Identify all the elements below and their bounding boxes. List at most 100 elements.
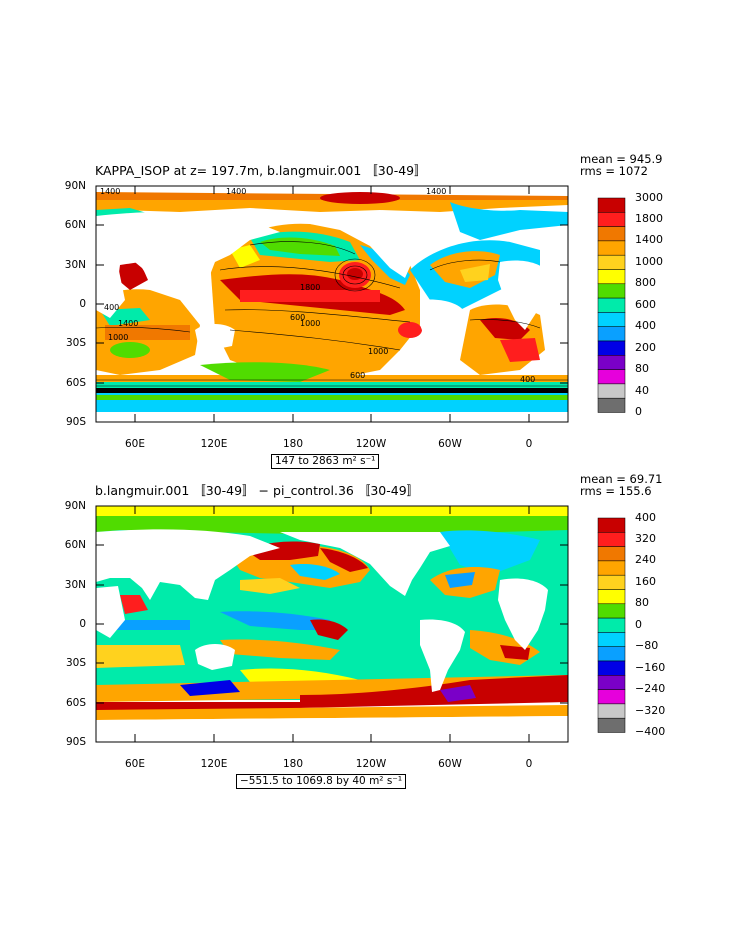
panel-top: KAPPA_ISOP at z= 197.7m, b.langmuir.001 … — [0, 150, 733, 480]
colorbar-label: −400 — [635, 725, 666, 738]
colorbar-swatch — [597, 574, 626, 590]
colorbar-label: 600 — [635, 298, 656, 311]
contour-label: 400 — [104, 303, 119, 312]
lon-label: 180 — [282, 438, 304, 450]
colorbar-swatch — [597, 369, 626, 385]
contour-label: 1000 — [300, 319, 320, 328]
colorbar-label: 1400 — [635, 233, 663, 246]
lat-label: 0 — [79, 618, 86, 630]
colorbar-swatch — [597, 269, 626, 285]
lat-label: 90S — [65, 416, 86, 428]
stats-rms: rms = 1072 — [580, 164, 648, 178]
lon-label: 120W — [355, 758, 387, 770]
colorbar-swatch — [597, 254, 626, 270]
colorbar-label: 400 — [635, 511, 656, 524]
map-plot — [95, 505, 626, 743]
colorbar-swatch — [597, 226, 626, 242]
lat-label: 60N — [64, 219, 86, 231]
lat-label: 0 — [79, 298, 86, 310]
colorbar-swatch — [597, 283, 626, 299]
lat-label: 90S — [65, 736, 86, 748]
colorbar-swatch — [597, 660, 626, 676]
lon-label: 60E — [125, 758, 145, 770]
colorbar-swatch — [597, 297, 626, 313]
lon-label: 0 — [525, 758, 533, 770]
colorbar-swatch — [597, 546, 626, 562]
colorbar-label: 80 — [635, 596, 649, 609]
lon-label: 120W — [355, 438, 387, 450]
colorbar-swatch — [597, 589, 626, 605]
colorbar — [597, 517, 626, 733]
colorbar-swatch — [597, 717, 626, 733]
stats: mean = 945.9 rms = 1072 — [580, 153, 662, 177]
contour-label: 400 — [520, 375, 535, 384]
colorbar-label: 400 — [635, 319, 656, 332]
lat-label: 30N — [64, 259, 86, 271]
contour-label: 1000 — [368, 347, 388, 356]
stats-mean: mean = 945.9 — [580, 152, 663, 166]
panel-title: b.langmuir.001 〚30-49〛 − pi_control.36 〚… — [95, 483, 420, 498]
stats: mean = 69.71 rms = 155.6 — [580, 473, 662, 497]
colorbar-label: 80 — [635, 362, 649, 375]
colorbar-swatch — [597, 212, 626, 227]
lat-label: 30N — [64, 579, 86, 591]
lat-label: 60S — [65, 377, 86, 389]
contour-label: 1400 — [100, 187, 120, 196]
lat-label: 60N — [64, 539, 86, 551]
contour-label: 1400 — [226, 187, 246, 196]
lon-label: 0 — [525, 438, 533, 450]
lat-label: 30S — [65, 657, 86, 669]
contour-label: 1800 — [300, 283, 320, 292]
colorbar-swatch — [597, 603, 626, 619]
stats-rms: rms = 155.6 — [580, 484, 652, 498]
lon-label: 180 — [282, 758, 304, 770]
lat-label: 30S — [65, 337, 86, 349]
axis-ticks — [96, 185, 568, 423]
colorbar-swatch — [597, 532, 626, 547]
colorbar-swatch — [597, 312, 626, 327]
colorbar — [597, 197, 626, 413]
colorbar-swatch — [597, 340, 626, 356]
colorbar-label: 800 — [635, 276, 656, 289]
contour-label-group: 1400 1400 1800 1400 400 1400 1000 1000 6… — [100, 187, 535, 384]
colorbar-swatch — [597, 675, 626, 690]
colorbar-swatch — [597, 197, 626, 213]
colorbar-label: −80 — [635, 639, 659, 652]
colorbar-swatch — [597, 517, 626, 533]
stats-mean: mean = 69.71 — [580, 472, 663, 486]
lon-label: 60W — [438, 438, 462, 450]
colorbar-label: 1800 — [635, 212, 663, 225]
lon-label: 120E — [200, 758, 228, 770]
contour-label: 600 — [290, 313, 305, 322]
map-plot: 1400 1400 1800 1400 400 1400 1000 1000 6… — [95, 185, 626, 423]
range-box: 147 to 2863 m² s⁻¹ — [271, 454, 380, 469]
lon-label: 120E — [200, 438, 228, 450]
panel-bottom: b.langmuir.001 〚30-49〛 − pi_control.36 〚… — [0, 470, 733, 800]
colorbar-swatch — [597, 703, 626, 719]
lat-label: 60S — [65, 697, 86, 709]
colorbar-label: 0 — [635, 405, 642, 418]
contour-lines — [96, 241, 568, 393]
colorbar-label: −320 — [635, 704, 666, 717]
colorbar-swatch — [597, 617, 626, 633]
contour-label: 1400 — [118, 319, 138, 328]
colorbar-label: 160 — [635, 575, 656, 588]
panel-title: KAPPA_ISOP at z= 197.7m, b.langmuir.001 … — [95, 163, 427, 178]
lon-label: 60W — [438, 758, 462, 770]
colorbar-swatch — [597, 560, 626, 576]
colorbar-label: 1000 — [635, 255, 663, 268]
colorbar-swatch — [597, 646, 626, 662]
colorbar-swatch — [597, 240, 626, 256]
ocean-field — [96, 192, 568, 422]
colorbar-label: 320 — [635, 532, 656, 545]
colorbar-swatch — [597, 326, 626, 342]
lon-label: 60E — [125, 438, 145, 450]
axis-ticks — [96, 505, 568, 743]
colorbar-label: −160 — [635, 661, 666, 674]
contour-label: 1400 — [426, 187, 446, 196]
lat-label: 90N — [64, 180, 86, 192]
lat-label: 90N — [64, 500, 86, 512]
range-box: −551.5 to 1069.8 by 40 m² s⁻¹ — [236, 774, 407, 789]
colorbar-swatch — [597, 383, 626, 399]
contour-label: 600 — [350, 371, 365, 380]
